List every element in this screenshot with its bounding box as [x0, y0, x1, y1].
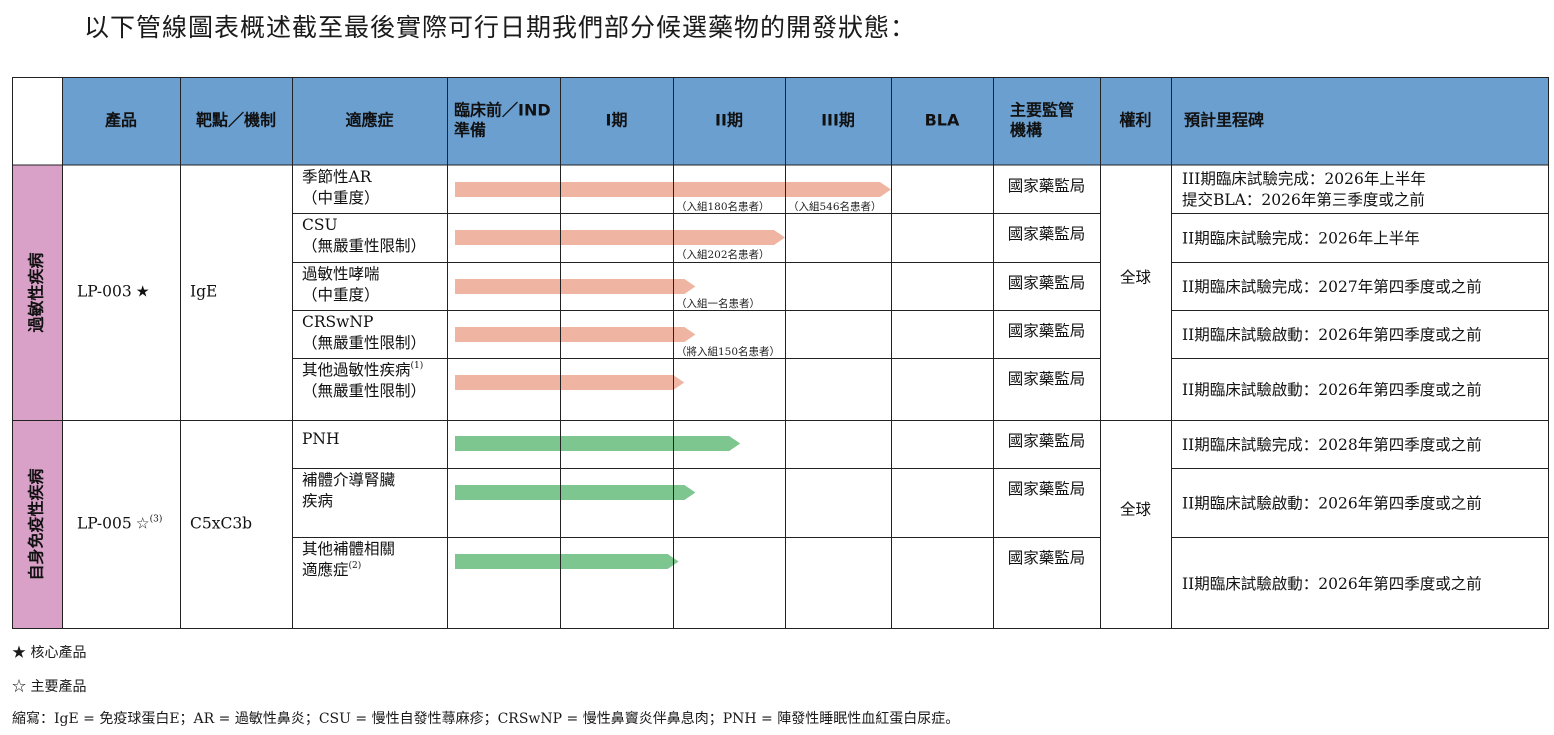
category-band-allergy — [12, 165, 62, 420]
regulator-value: 國家藥監局 — [1008, 549, 1086, 567]
indication-line1: 其他補體相關 — [302, 540, 395, 558]
milestone-value: III期臨床試驗完成：2026年上半年 — [1182, 170, 1426, 188]
progress-arrow — [455, 327, 696, 342]
header-preclinical-2: 準備 — [454, 121, 486, 140]
header-phase2: II期 — [715, 111, 743, 130]
milestone-value-2: 提交BLA：2026年第三季度或之前 — [1182, 191, 1425, 209]
enrollment-note: （入組546名患者） — [788, 200, 882, 213]
header-phase3: III期 — [821, 111, 855, 130]
indication-name-line2: 適應症(2) — [302, 560, 361, 580]
indication-name: 其他補體相關 — [302, 540, 395, 558]
indication-name: CSU — [302, 216, 338, 234]
header-rights: 權利 — [1119, 111, 1151, 130]
progress-arrow — [455, 554, 679, 569]
rights-value: 全球 — [1120, 501, 1152, 519]
regulator-value: 國家藥監局 — [1008, 177, 1086, 195]
indication-name-line2: 疾病 — [302, 492, 333, 510]
milestone-value: II期臨床試驗啟動：2026年第四季度或之前 — [1182, 326, 1482, 344]
regulator-value: 國家藥監局 — [1008, 370, 1086, 388]
milestone-value: II期臨床試驗完成：2027年第四季度或之前 — [1182, 278, 1482, 296]
regulator-value: 國家藥監局 — [1008, 274, 1086, 292]
indication-line1: CSU — [302, 216, 338, 234]
enrollment-note: （入組一名患者） — [676, 297, 760, 310]
indication-line2: 適應症 — [302, 560, 349, 579]
indication-line2: （無嚴重性限制） — [302, 237, 426, 255]
indication-line1: CRSwNP — [302, 313, 373, 331]
header-product: 產品 — [105, 111, 137, 130]
product-code: LP-003 — [77, 283, 132, 301]
table-border — [12, 77, 1549, 629]
header-milestone: 預計里程碑 — [1184, 111, 1264, 130]
indication-line2: （中重度） — [302, 189, 380, 207]
indication-name: PNH — [302, 430, 340, 448]
enrollment-note: （入組180名患者） — [676, 200, 770, 213]
progress-arrow — [455, 436, 741, 451]
regulator-value: 國家藥監局 — [1008, 480, 1086, 498]
milestone-value: II期臨床試驗啟動：2026年第四季度或之前 — [1182, 381, 1482, 399]
indication-name: 季節性AR — [302, 168, 373, 186]
product-mark: ☆ — [136, 515, 150, 533]
milestone-value: II期臨床試驗完成：2026年上半年 — [1182, 230, 1420, 248]
milestone-value: II期臨床試驗完成：2028年第四季度或之前 — [1182, 436, 1482, 454]
indication-name: 其他過敏性疾病(1) — [302, 360, 423, 380]
regulator-value: 國家藥監局 — [1008, 225, 1086, 243]
product-code: LP-005 — [77, 515, 132, 533]
indication-line2: 疾病 — [302, 492, 333, 510]
category-label: 過敏性疾病 — [27, 252, 46, 333]
indication-line1: 補體介導腎臟 — [302, 471, 396, 489]
abbreviations-note: 縮寫：IgE = 免疫球蛋白E；AR = 過敏性鼻炎；CSU = 慢性自發性蕁麻… — [12, 711, 960, 727]
header-indication: 適應症 — [345, 111, 393, 130]
regulator-value: 國家藥監局 — [1008, 322, 1086, 340]
header-target: 靶點／機制 — [196, 111, 276, 130]
indication-name: CRSwNP — [302, 313, 373, 331]
target-mechanism: C5xC3b — [190, 515, 252, 533]
indication-name-line2: （中重度） — [302, 286, 380, 304]
product-footnote: (3) — [150, 513, 163, 524]
enrollment-note: （將入組150名患者） — [676, 345, 780, 358]
header-preclinical: 臨床前／IND — [454, 101, 551, 120]
indication-line2: （中重度） — [302, 286, 380, 304]
progress-arrow — [455, 230, 785, 245]
enrollment-note: （入組202名患者） — [676, 248, 770, 261]
category-label: 自身免疫性疾病 — [27, 468, 46, 580]
indication-footnote: (2) — [349, 560, 362, 571]
indication-line1: 季節性AR — [302, 168, 373, 186]
product-mark: ★ — [136, 283, 150, 301]
product-name: LP-003 ★ — [77, 283, 150, 301]
indication-name-line2: （無嚴重性限制） — [302, 382, 426, 400]
page-title: 以下管線圖表概述截至最後實際可行日期我們部分候選藥物的開發狀態： — [84, 13, 917, 42]
product-name: LP-005 ☆(3) — [77, 513, 162, 533]
progress-arrow — [455, 279, 696, 294]
header-regulator-2: 機構 — [1010, 121, 1042, 140]
indication-line1: 其他過敏性疾病 — [302, 361, 411, 379]
progress-arrow — [455, 485, 696, 500]
target-mechanism: IgE — [190, 283, 217, 301]
indication-name: 補體介導腎臟 — [302, 471, 396, 489]
header-regulator: 主要監管 — [1010, 101, 1074, 120]
indication-line2: （無嚴重性限制） — [302, 382, 426, 400]
milestone-value: II期臨床試驗啟動：2026年第四季度或之前 — [1182, 495, 1482, 513]
key-product-note: ☆ 主要產品 — [12, 679, 87, 695]
indication-line2: （無嚴重性限制） — [302, 334, 426, 352]
indication-name-line2: （中重度） — [302, 189, 380, 207]
indication-line1: 過敏性哮喘 — [302, 265, 380, 283]
category-band-autoimmune — [12, 420, 62, 629]
pipeline-table: 產品 靶點／機制 適應症臨床前／IND準備I期 II期 III期 BLA主要監管機構權利預… — [12, 77, 1549, 629]
header-phase1: I期 — [606, 111, 628, 130]
indication-line1: PNH — [302, 430, 340, 448]
indication-name-line2: （無嚴重性限制） — [302, 237, 426, 255]
regulator-value: 國家藥監局 — [1008, 432, 1086, 450]
core-product-note: ★ 核心產品 — [12, 645, 87, 661]
indication-name-line2: （無嚴重性限制） — [302, 334, 426, 352]
progress-arrow — [455, 375, 685, 390]
indication-footnote: (1) — [411, 360, 424, 371]
milestone-value: II期臨床試驗啟動：2026年第四季度或之前 — [1182, 575, 1482, 593]
header-band — [62, 77, 1549, 165]
rights-value: 全球 — [1120, 269, 1152, 287]
indication-name: 過敏性哮喘 — [302, 265, 380, 283]
header-bla: BLA — [925, 111, 960, 130]
